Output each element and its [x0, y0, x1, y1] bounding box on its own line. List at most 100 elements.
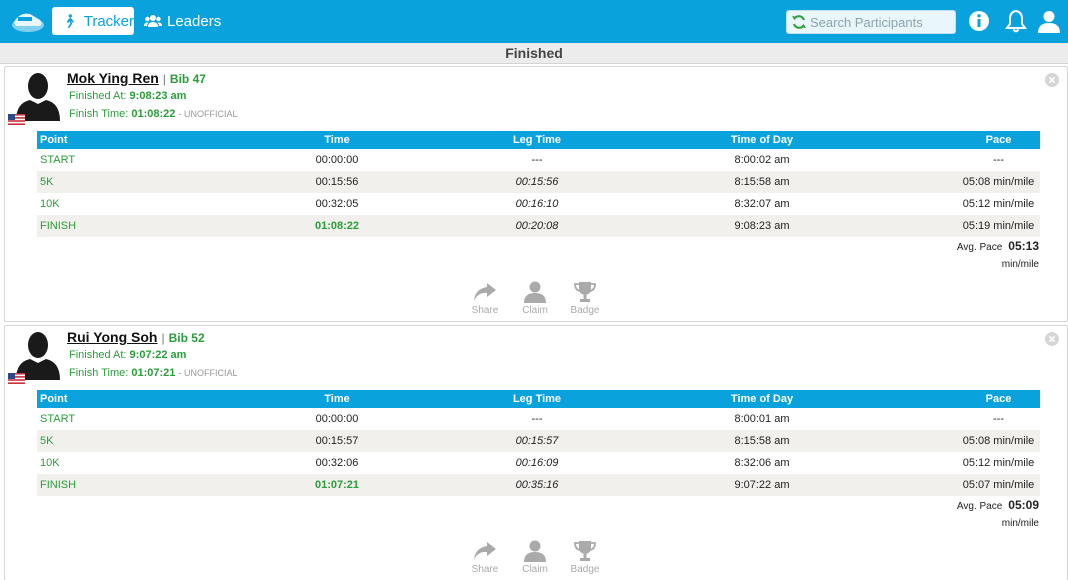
split-leg-time: 00:15:56 — [507, 171, 567, 193]
name-separator: | — [161, 331, 165, 345]
claim-button[interactable]: Claim — [521, 540, 549, 575]
trophy-icon — [574, 282, 596, 302]
user-icon — [524, 281, 546, 303]
tab-tracker-label: Tracker — [83, 12, 134, 30]
table-row: FINISH 01:07:21 00:35:16 9:07:22 am 05:0… — [37, 474, 1040, 496]
finish-time-label: Finish Time: — [69, 367, 129, 379]
share-icon — [474, 542, 496, 560]
split-point: START — [40, 154, 76, 166]
column-header: Pace — [957, 131, 1040, 149]
finish-time-value: 01:08:22 — [131, 108, 176, 120]
average-pace: Avg. Pace 05:13 min/mile — [957, 239, 1039, 270]
split-point: 5K — [37, 430, 167, 452]
name-separator: | — [162, 72, 166, 86]
split-leg-time: 00:16:10 — [515, 198, 559, 210]
close-icon[interactable] — [1045, 332, 1059, 346]
avg-pace-value: 05:13 — [1008, 239, 1039, 253]
share-label: Share — [471, 305, 499, 316]
avg-pace-unit: min/mile — [1001, 518, 1039, 529]
table-row: 10K 00:32:06 00:16:09 8:32:06 am 05:12 m… — [37, 452, 1040, 474]
participant-heading: Mok Ying Ren | Bib 47 — [67, 70, 206, 86]
split-time: 00:00:00 — [315, 413, 359, 425]
split-time-of-day: 8:32:06 am — [734, 457, 790, 469]
finished-at: Finished At: 9:08:23 am — [69, 90, 186, 102]
finished-at-value: 9:08:23 am — [129, 90, 187, 102]
split-pace: --- — [993, 154, 1004, 166]
column-header: Leg Time — [507, 131, 567, 149]
share-label: Share — [471, 564, 499, 575]
split-time: 01:08:22 — [167, 215, 507, 237]
table-header-row: Point Time Leg Time Time of Day Pace — [37, 390, 1040, 408]
share-button[interactable]: Share — [471, 540, 499, 575]
participant-heading: Rui Yong Soh | Bib 52 — [67, 329, 205, 345]
tab-tracker[interactable]: Tracker — [52, 7, 134, 35]
avatar — [16, 332, 60, 380]
claim-button[interactable]: Claim — [521, 281, 549, 316]
group-icon — [144, 15, 162, 27]
participant-card: Rui Yong Soh | Bib 52 Finished At: 9:07:… — [4, 325, 1068, 580]
finish-time-value: 01:07:21 — [131, 367, 176, 379]
trophy-icon — [574, 541, 596, 561]
split-leg-time: --- — [531, 154, 543, 166]
runner-icon — [66, 14, 74, 28]
table-row: 5K 00:15:56 00:15:56 8:15:58 am 05:08 mi… — [37, 171, 1040, 193]
split-time-of-day: 9:08:23 am — [567, 215, 957, 237]
bell-icon[interactable] — [1004, 9, 1028, 33]
user-icon[interactable] — [1037, 9, 1061, 33]
badge-button[interactable]: Badge — [571, 281, 599, 316]
avg-pace-value: 05:09 — [1008, 498, 1039, 512]
participant-name[interactable]: Rui Yong Soh — [67, 329, 158, 345]
refresh-icon[interactable] — [791, 14, 807, 30]
split-point: 10K — [40, 198, 60, 210]
app-logo-icon[interactable] — [10, 8, 46, 34]
split-time-of-day: 8:00:01 am — [734, 413, 790, 425]
status-badge: - UNOFFICIAL — [178, 368, 238, 378]
info-icon[interactable] — [967, 9, 991, 33]
split-time-of-day: 9:07:22 am — [567, 474, 957, 496]
share-icon — [474, 283, 496, 301]
splits-table: Point Time Leg Time Time of Day Pace STA… — [37, 131, 1040, 237]
share-button[interactable]: Share — [471, 281, 499, 316]
split-point: 10K — [40, 457, 60, 469]
finished-at-label: Finished At: — [69, 349, 127, 361]
split-leg-time: 00:35:16 — [507, 474, 567, 496]
us-flag-icon — [8, 373, 25, 384]
badge-label: Badge — [570, 305, 600, 316]
split-leg-time: 00:16:09 — [515, 457, 559, 469]
top-nav-bar: Tracker Leaders — [0, 0, 1068, 43]
split-point: FINISH — [37, 474, 167, 496]
participant-name[interactable]: Mok Ying Ren — [67, 70, 159, 86]
avg-pace-label: Avg. Pace — [956, 501, 1003, 512]
avatar — [16, 73, 60, 121]
split-pace: 05:12 min/mile — [962, 198, 1035, 210]
finished-at-value: 9:07:22 am — [129, 349, 187, 361]
participant-card: Mok Ying Ren | Bib 47 Finished At: 9:08:… — [4, 66, 1068, 322]
badge-label: Badge — [570, 564, 600, 575]
split-point: 5K — [37, 171, 167, 193]
bib-number: Bib 47 — [169, 72, 206, 86]
split-pace: 05:19 min/mile — [957, 215, 1040, 237]
split-time: 00:15:56 — [167, 171, 507, 193]
split-time-of-day: 8:15:58 am — [567, 430, 957, 452]
bib-number: Bib 52 — [168, 331, 205, 345]
badge-button[interactable]: Badge — [571, 540, 599, 575]
column-header: Time — [167, 390, 507, 408]
split-pace: 05:08 min/mile — [957, 171, 1040, 193]
search-box — [786, 10, 956, 34]
close-icon[interactable] — [1045, 73, 1059, 87]
search-input[interactable] — [810, 14, 950, 30]
split-point: START — [40, 413, 76, 425]
table-row: START 00:00:00 --- 8:00:02 am --- — [37, 149, 1040, 171]
card-actions: Share Claim Badge — [471, 281, 599, 316]
column-header: Point — [37, 131, 167, 149]
us-flag-icon — [8, 114, 25, 125]
split-pace: 05:12 min/mile — [962, 457, 1035, 469]
tab-leaders[interactable]: Leaders — [144, 7, 221, 35]
table-header-row: Point Time Leg Time Time of Day Pace — [37, 131, 1040, 149]
card-actions: Share Claim Badge — [471, 540, 599, 575]
split-point: FINISH — [37, 215, 167, 237]
split-pace: 05:08 min/mile — [957, 430, 1040, 452]
finish-time-label: Finish Time: — [69, 108, 129, 120]
split-leg-time: 00:20:08 — [507, 215, 567, 237]
table-row: START 00:00:00 --- 8:00:01 am --- — [37, 408, 1040, 430]
